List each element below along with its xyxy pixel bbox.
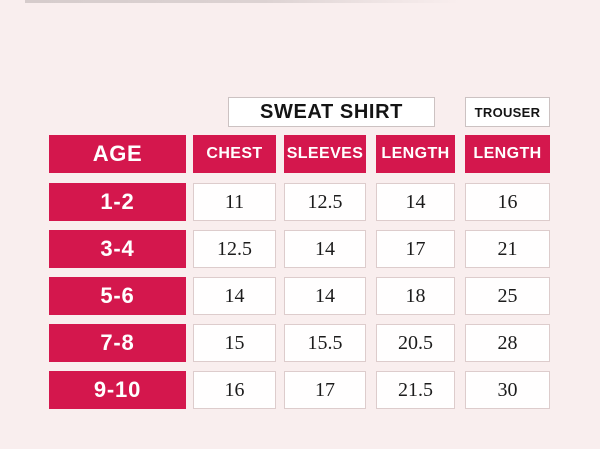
value-cell-sleeves: 17 [284,371,366,409]
age-label-cell: 1-2 [49,183,186,221]
column-header-age: AGE [49,135,186,173]
top-edge-smudge [25,0,460,3]
trouser-group-header: TROUSER [465,97,550,127]
value-cell-trouser-length: 21 [465,230,550,268]
value-cell-sleeves: 12.5 [284,183,366,221]
value-cell-length: 18 [376,277,455,315]
value-cell-length: 20.5 [376,324,455,362]
value-cell-sleeves: 14 [284,230,366,268]
value-cell-trouser-length: 25 [465,277,550,315]
age-label-cell: 5-6 [49,277,186,315]
value-cell-chest: 12.5 [193,230,276,268]
sweatshirt-group-header: SWEAT SHIRT [228,97,435,127]
column-header-sleeves: SLEEVES [284,135,366,173]
value-cell-trouser-length: 28 [465,324,550,362]
column-header-chest: CHEST [193,135,276,173]
sweatshirt-group-label: SWEAT SHIRT [260,101,403,123]
trouser-group-label: TROUSER [474,104,541,120]
value-cell-chest: 11 [193,183,276,221]
column-header-length: LENGTH [376,135,455,173]
value-cell-chest: 14 [193,277,276,315]
value-cell-length: 14 [376,183,455,221]
value-cell-sleeves: 14 [284,277,366,315]
value-cell-length: 17 [376,230,455,268]
age-label-cell: 3-4 [49,230,186,268]
column-header-trouser-length: LENGTH [465,135,550,173]
age-label-cell: 9-10 [49,371,186,409]
age-label-cell: 7-8 [49,324,186,362]
value-cell-sleeves: 15.5 [284,324,366,362]
value-cell-chest: 16 [193,371,276,409]
value-cell-trouser-length: 16 [465,183,550,221]
value-cell-chest: 15 [193,324,276,362]
value-cell-trouser-length: 30 [465,371,550,409]
value-cell-length: 21.5 [376,371,455,409]
